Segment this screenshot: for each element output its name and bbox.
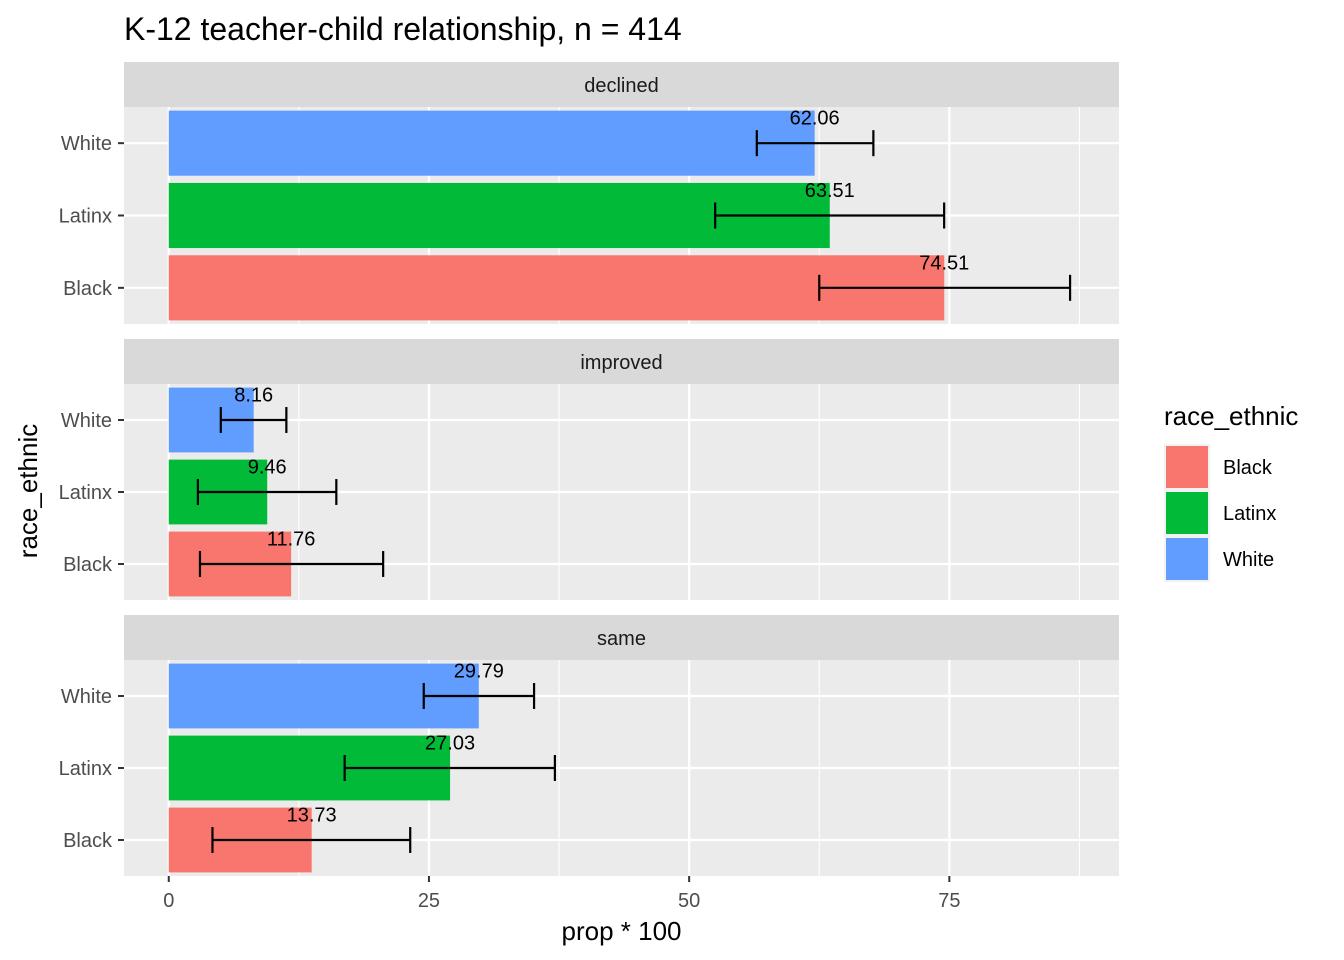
x-tick-label-0: 0 [163, 890, 174, 912]
y-tick-label-latinx: Latinx [59, 482, 112, 504]
data-label-same-black: 13.73 [287, 805, 337, 827]
error-bar-declined-latinx [714, 202, 946, 229]
facet-strip-label-declined: declined [584, 75, 659, 97]
facet-strip-label-same: same [597, 628, 646, 650]
data-label-improved-white: 8.16 [234, 385, 273, 407]
bar-declined-black [168, 255, 945, 321]
legend-label-white: White [1223, 549, 1274, 571]
facet-strip-declined [124, 62, 1119, 107]
facet-strip-same [124, 615, 1119, 660]
error-bar-improved-white [219, 407, 288, 433]
y-tick-label-white: White [61, 133, 112, 155]
y-tick-label-latinx: Latinx [59, 758, 112, 780]
facet-panel-same: same White Latinx Black 29.79 27.03 13.73 [59, 615, 1119, 876]
facet-panel-improved: improved White Latinx Black 8.16 9.46 11.76 [59, 339, 1119, 600]
y-tick-label-latinx: Latinx [59, 206, 112, 228]
y-tick-label-black: Black [63, 554, 113, 576]
data-label-same-latinx: 27.03 [425, 733, 475, 755]
y-axis-title: race_ethnic [13, 424, 43, 558]
data-label-improved-black: 11.76 [267, 529, 316, 551]
facet-strip-improved [124, 339, 1119, 384]
error-bar-improved-black [198, 551, 385, 577]
error-bar-improved-latinx [196, 479, 338, 505]
error-bar-same-latinx [343, 755, 556, 781]
y-tick-label-black: Black [63, 278, 113, 300]
legend-swatch-black [1166, 446, 1208, 488]
bar-declined-white [168, 110, 815, 176]
data-label-declined-black: 74.51 [919, 252, 969, 274]
y-tick-label-white: White [61, 686, 112, 708]
error-bar-same-black [211, 827, 412, 853]
data-label-improved-latinx: 9.46 [248, 457, 287, 479]
legend-label-black: Black [1223, 457, 1273, 479]
x-tick-label-50: 50 [678, 890, 700, 912]
error-bar-same-white [422, 683, 536, 709]
x-tick-label-25: 25 [418, 890, 440, 912]
data-label-same-white: 29.79 [454, 661, 504, 683]
x-tick-label-75: 75 [938, 890, 960, 912]
y-tick-label-black: Black [63, 830, 113, 852]
data-label-declined-white: 62.06 [790, 108, 840, 130]
x-axis-title: prop * 100 [562, 916, 682, 946]
legend-label-latinx: Latinx [1223, 503, 1276, 525]
legend-swatch-white [1166, 538, 1208, 580]
chart-title: K-12 teacher-child relationship, n = 414 [124, 11, 682, 47]
facet-panel-declined: declined White Latinx Black 62.06 63.51 74.51 [59, 62, 1119, 324]
legend-items: Black Latinx White [1164, 444, 1276, 582]
error-bar-declined-black [818, 274, 1072, 301]
data-label-declined-latinx: 63.51 [805, 180, 855, 202]
legend-title: race_ethnic [1164, 401, 1298, 431]
facet-strip-label-improved: improved [580, 352, 662, 374]
y-tick-label-white: White [61, 410, 112, 432]
x-axis: 0 25 50 75 [163, 876, 960, 912]
error-bar-declined-white [755, 130, 875, 157]
legend-swatch-latinx [1166, 492, 1208, 534]
legend: race_ethnic Black Latinx White [1164, 401, 1298, 582]
facet-panels: declined White Latinx Black 62.06 63.51 74.51 i… [59, 62, 1119, 876]
